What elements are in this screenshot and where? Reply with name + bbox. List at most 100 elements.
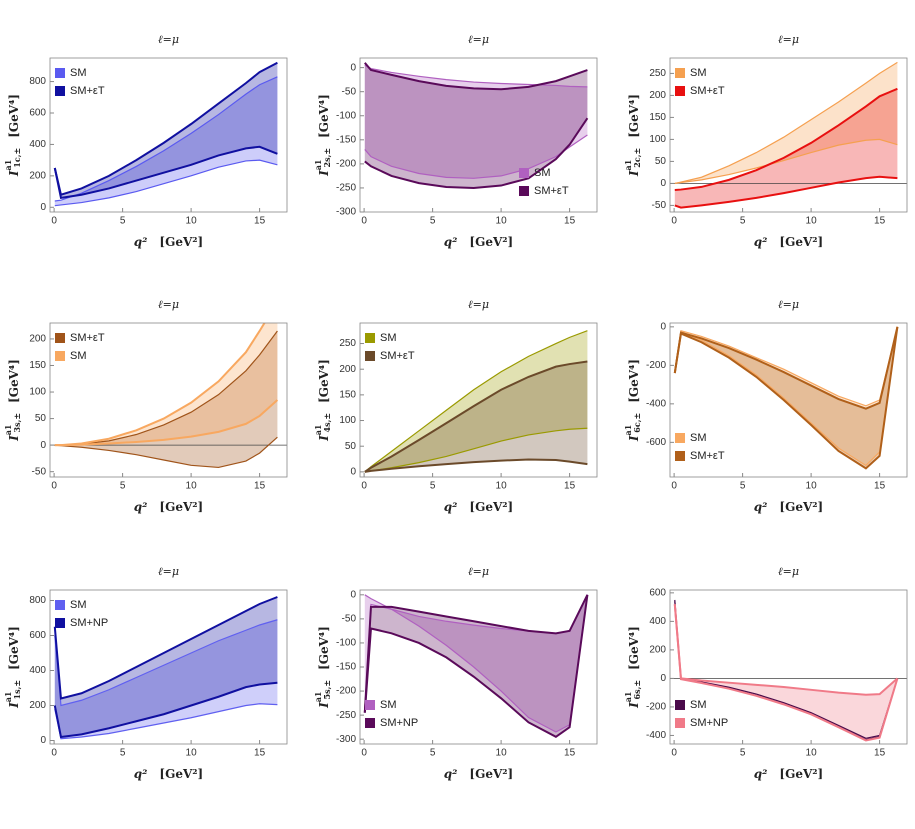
panel: ℓ=μ 0 5 10 15 -50 0 50 100 150 200 q² [GeV²] Ia13s,± [… bbox=[3, 298, 288, 514]
band-area bbox=[364, 330, 588, 472]
y-tick-label: 50 bbox=[35, 413, 47, 424]
y-axis-symbol: I bbox=[317, 702, 331, 709]
band-edge bbox=[54, 703, 278, 740]
x-axis-symbol: q² bbox=[754, 767, 768, 781]
x-tick-label: 15 bbox=[564, 216, 576, 227]
y-axis-sup: a1 bbox=[623, 692, 633, 703]
x-tick-label: 0 bbox=[671, 216, 677, 227]
x-tick-label: 0 bbox=[51, 748, 57, 759]
band-edge bbox=[674, 138, 898, 184]
legend-label: SM bbox=[690, 67, 707, 79]
x-tick-label: 10 bbox=[496, 216, 508, 227]
band-area bbox=[54, 619, 278, 739]
x-axis-unit: [GeV²] bbox=[469, 767, 513, 781]
legend-label: SM+εT bbox=[690, 85, 725, 97]
x-axis-symbol: q² bbox=[754, 235, 768, 249]
legend-swatch bbox=[365, 351, 375, 361]
y-axis-sub: 5s,± bbox=[322, 680, 332, 700]
y-tick-label: 0 bbox=[40, 735, 46, 746]
y-axis-sub: 4s,± bbox=[322, 413, 332, 433]
band-edge bbox=[674, 175, 898, 209]
x-axis-symbol: q² bbox=[134, 767, 148, 781]
legend-label: SM bbox=[690, 699, 707, 711]
x-axis-symbol: q² bbox=[754, 500, 768, 514]
y-axis-label: Ia12c,± [GeV⁴] bbox=[623, 94, 642, 177]
y-axis-label: Ia12s,± [GeV⁴] bbox=[313, 94, 332, 177]
band-edge bbox=[54, 159, 278, 207]
y-axis-symbol: I bbox=[317, 170, 331, 177]
band-edge bbox=[673, 326, 899, 470]
plot-area bbox=[670, 599, 907, 742]
legend-swatch bbox=[675, 451, 685, 461]
legend-swatch bbox=[675, 700, 685, 710]
plot-frame bbox=[49, 322, 288, 478]
legend-label: SM bbox=[70, 67, 87, 79]
x-tick-label: 5 bbox=[120, 481, 126, 492]
y-tick-label: -150 bbox=[336, 134, 356, 145]
chart-title: ℓ=μ bbox=[778, 565, 799, 578]
legend-label: SM bbox=[380, 332, 397, 344]
band-area bbox=[674, 604, 898, 741]
legend-label: SM bbox=[380, 699, 397, 711]
y-tick-label: 100 bbox=[339, 415, 356, 426]
y-tick-label: -200 bbox=[336, 686, 356, 697]
y-tick-label: 150 bbox=[339, 390, 356, 401]
chart-title: ℓ=μ bbox=[778, 33, 799, 46]
y-axis-unit: [GeV⁴] bbox=[7, 94, 21, 138]
y-axis-sup: a1 bbox=[3, 425, 13, 436]
y-tick-label: -200 bbox=[646, 702, 666, 713]
band-area bbox=[364, 65, 588, 179]
plot-area bbox=[364, 62, 589, 189]
plot-area bbox=[53, 61, 278, 207]
y-tick-label: 200 bbox=[649, 645, 666, 656]
y-tick-label: 200 bbox=[649, 90, 666, 101]
legend-label: SM+εT bbox=[534, 185, 569, 197]
chart-title: ℓ=μ bbox=[468, 565, 489, 578]
x-axis-label: q² [GeV²] bbox=[134, 500, 203, 514]
band-area bbox=[54, 323, 278, 446]
y-axis-label: Ia11s,± [GeV⁴] bbox=[3, 626, 22, 709]
x-tick-label: 5 bbox=[740, 748, 746, 759]
chart-title: ℓ=μ bbox=[158, 33, 179, 46]
y-axis-sup: a1 bbox=[313, 425, 323, 436]
y-tick-label: -300 bbox=[336, 734, 356, 745]
legend-label: SM bbox=[534, 167, 551, 179]
y-tick-label: 800 bbox=[29, 76, 46, 87]
y-axis-sup: a1 bbox=[623, 160, 633, 171]
panel: ℓ=μ 0 5 10 15 0 200 400 600 800 q² [GeV²] Ia11c,± [Ge… bbox=[3, 33, 288, 249]
y-axis-unit: [GeV⁴] bbox=[627, 359, 641, 403]
plot-frame bbox=[669, 589, 908, 745]
band-edge bbox=[54, 399, 279, 447]
band-edge bbox=[363, 594, 589, 738]
y-tick-label: -100 bbox=[336, 110, 356, 121]
band-area bbox=[364, 361, 588, 472]
x-tick-label: 10 bbox=[806, 481, 818, 492]
plot-frame bbox=[669, 57, 908, 213]
y-tick-label: 100 bbox=[29, 387, 46, 398]
x-tick-label: 0 bbox=[671, 481, 677, 492]
band-area bbox=[364, 594, 588, 737]
band-edge bbox=[54, 436, 278, 469]
y-tick-label: 0 bbox=[350, 62, 356, 73]
x-axis-unit: [GeV²] bbox=[159, 767, 203, 781]
y-tick-label: -250 bbox=[336, 183, 356, 194]
plot-frame bbox=[669, 322, 908, 478]
y-axis-sub: 6s,± bbox=[632, 680, 642, 700]
x-tick-label: 10 bbox=[806, 216, 818, 227]
x-tick-label: 15 bbox=[254, 481, 266, 492]
x-axis-unit: [GeV²] bbox=[469, 500, 513, 514]
chart-title: ℓ=μ bbox=[158, 565, 179, 578]
band-edge bbox=[364, 458, 588, 473]
x-axis-unit: [GeV²] bbox=[469, 235, 513, 249]
legend-swatch bbox=[55, 86, 65, 96]
y-axis-sup: a1 bbox=[313, 160, 323, 171]
y-tick-label: 0 bbox=[40, 440, 46, 451]
x-tick-label: 5 bbox=[120, 748, 126, 759]
x-tick-label: 15 bbox=[874, 481, 886, 492]
y-tick-label: -150 bbox=[336, 662, 356, 673]
panel: ℓ=μ 0 5 10 15 0 200 400 600 800 q² [GeV²] Ia11s,± [Ge… bbox=[3, 565, 288, 781]
x-axis-unit: [GeV²] bbox=[779, 235, 823, 249]
legend-swatch bbox=[55, 618, 65, 628]
